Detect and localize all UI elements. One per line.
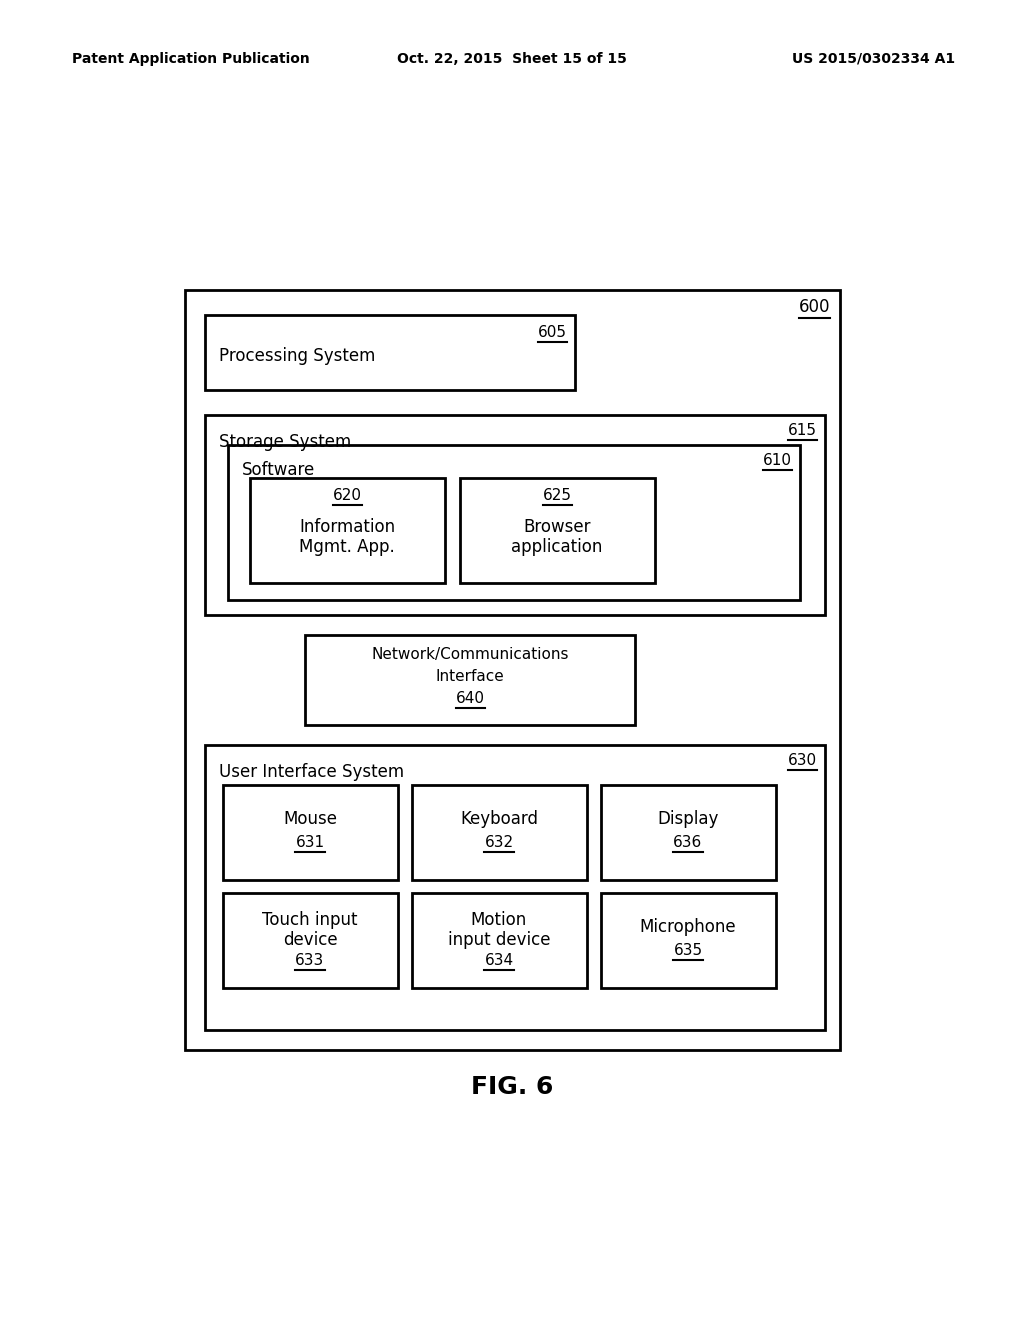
Text: Display: Display bbox=[657, 810, 719, 828]
Text: Processing System: Processing System bbox=[219, 347, 376, 366]
Text: 632: 632 bbox=[484, 836, 514, 850]
Bar bbox=[185, 290, 840, 1049]
Text: US 2015/0302334 A1: US 2015/0302334 A1 bbox=[792, 51, 955, 66]
Text: 634: 634 bbox=[484, 953, 514, 968]
Text: Software: Software bbox=[242, 461, 315, 479]
Text: Browser: Browser bbox=[523, 517, 591, 536]
Text: 631: 631 bbox=[296, 836, 325, 850]
Text: Touch input: Touch input bbox=[262, 911, 357, 929]
Text: 633: 633 bbox=[295, 953, 325, 968]
Text: Storage System: Storage System bbox=[219, 433, 351, 451]
Text: input device: input device bbox=[447, 931, 550, 949]
Text: Mgmt. App.: Mgmt. App. bbox=[299, 539, 395, 556]
Bar bbox=[601, 785, 776, 880]
Text: Mouse: Mouse bbox=[283, 810, 337, 828]
Text: 640: 640 bbox=[456, 690, 484, 706]
Bar bbox=[223, 894, 398, 987]
Text: application: application bbox=[511, 539, 603, 556]
Text: Information: Information bbox=[299, 517, 395, 536]
Text: Keyboard: Keyboard bbox=[460, 810, 538, 828]
Text: Patent Application Publication: Patent Application Publication bbox=[72, 51, 309, 66]
Text: 620: 620 bbox=[333, 488, 361, 503]
Text: device: device bbox=[283, 931, 337, 949]
Bar bbox=[412, 894, 587, 987]
Bar bbox=[305, 635, 635, 725]
Text: 635: 635 bbox=[674, 942, 702, 958]
Text: 610: 610 bbox=[763, 453, 792, 469]
Text: Motion: Motion bbox=[471, 911, 527, 929]
Text: Interface: Interface bbox=[435, 669, 505, 684]
Text: 600: 600 bbox=[799, 298, 830, 315]
Bar bbox=[412, 785, 587, 880]
Bar bbox=[228, 445, 800, 601]
Bar bbox=[205, 744, 825, 1030]
Bar bbox=[460, 478, 655, 583]
Bar bbox=[223, 785, 398, 880]
Text: 630: 630 bbox=[787, 752, 817, 768]
Bar bbox=[250, 478, 445, 583]
Text: User Interface System: User Interface System bbox=[219, 763, 404, 781]
Text: 636: 636 bbox=[674, 836, 702, 850]
Text: Microphone: Microphone bbox=[640, 917, 736, 936]
Text: Oct. 22, 2015  Sheet 15 of 15: Oct. 22, 2015 Sheet 15 of 15 bbox=[397, 51, 627, 66]
Text: 625: 625 bbox=[543, 488, 571, 503]
Text: Network/Communications: Network/Communications bbox=[372, 647, 568, 663]
Bar bbox=[205, 414, 825, 615]
Bar bbox=[601, 894, 776, 987]
Text: FIG. 6: FIG. 6 bbox=[471, 1074, 553, 1100]
Bar bbox=[205, 315, 575, 389]
Text: 615: 615 bbox=[788, 422, 817, 438]
Text: 605: 605 bbox=[538, 325, 567, 341]
